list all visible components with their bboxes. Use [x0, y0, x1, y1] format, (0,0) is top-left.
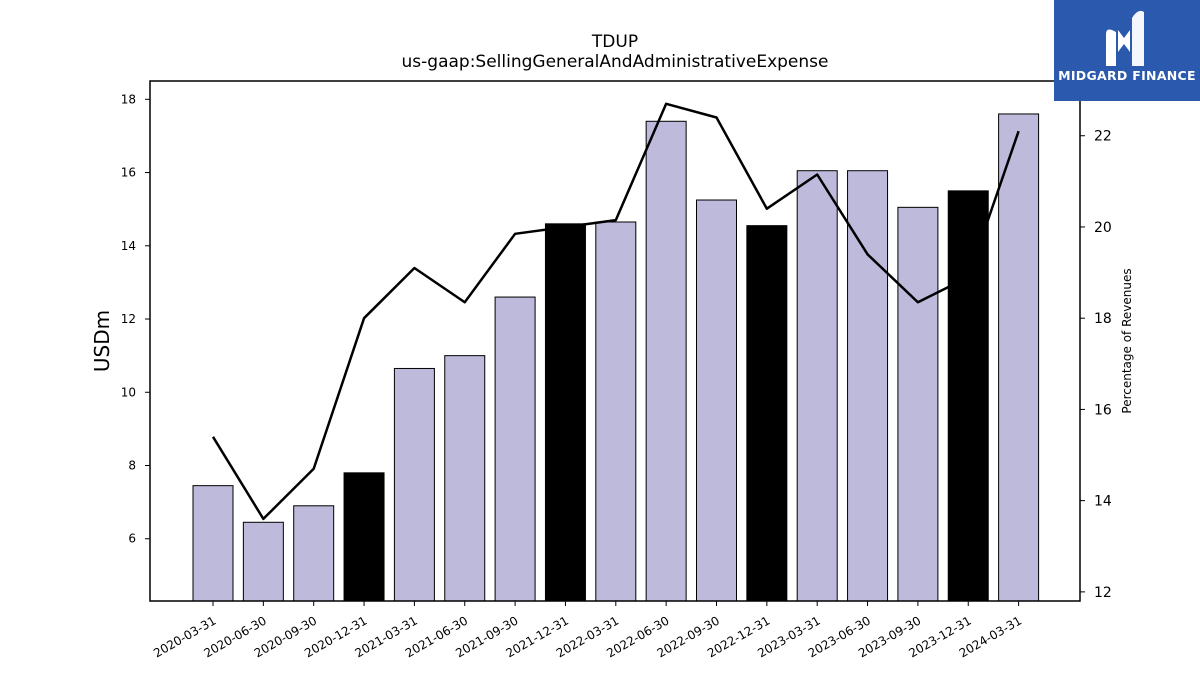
y2-tick-label: 12: [1094, 585, 1112, 601]
ratio-line: [211, 102, 1020, 521]
bar-2021-03-31: [393, 367, 435, 602]
y-tick-label: 6: [128, 532, 136, 546]
bar-2022-03-31: [595, 221, 637, 602]
bar-2023-03-31: [796, 170, 838, 602]
bar-2020-06-30: [242, 521, 284, 602]
logo-text: MIDGARD FINANCE: [1058, 68, 1196, 83]
bar-2022-06-30: [645, 120, 687, 602]
bar-2024-03-31: [998, 113, 1040, 602]
bar-2020-12-31: [343, 472, 385, 602]
bar-2020-03-31: [192, 485, 234, 602]
chart-title: TDUP: [591, 32, 639, 52]
chart-subtitle: us-gaap:SellingGeneralAndAdministrativeE…: [401, 52, 829, 72]
midgard-finance-logo: MIDGARD FINANCE: [1054, 0, 1200, 101]
plot-frame: [149, 80, 1081, 602]
y2-tick-label: 14: [1094, 494, 1112, 510]
logo-mark-icon: [1106, 10, 1144, 66]
bar-2023-09-30: [897, 206, 939, 602]
y-tick-label: 14: [121, 239, 136, 253]
bar-2020-09-30: [293, 505, 335, 602]
y-tick-label: 8: [128, 459, 136, 473]
y-tick-label: 16: [121, 166, 136, 180]
y2-tick-label: 18: [1094, 311, 1112, 327]
y2-tick-label: 20: [1094, 220, 1112, 236]
y-tick-label: 18: [121, 92, 136, 106]
bar-2021-09-30: [494, 296, 536, 602]
bar-2022-12-31: [746, 225, 788, 602]
bar-2023-06-30: [847, 170, 889, 602]
y-tick-label: 12: [121, 312, 136, 326]
bar-2021-06-30: [444, 355, 486, 602]
y-tick-label: 10: [121, 385, 136, 399]
y-axis-label: USDm: [90, 310, 114, 372]
bar-2022-09-30: [696, 199, 737, 602]
bar-2021-12-31: [544, 223, 586, 602]
y2-tick-label: 16: [1094, 402, 1112, 418]
y2-tick-label: 22: [1094, 129, 1112, 145]
bar-2023-12-31: [947, 190, 989, 602]
y2-axis-label: Percentage of Revenues: [1120, 268, 1134, 413]
